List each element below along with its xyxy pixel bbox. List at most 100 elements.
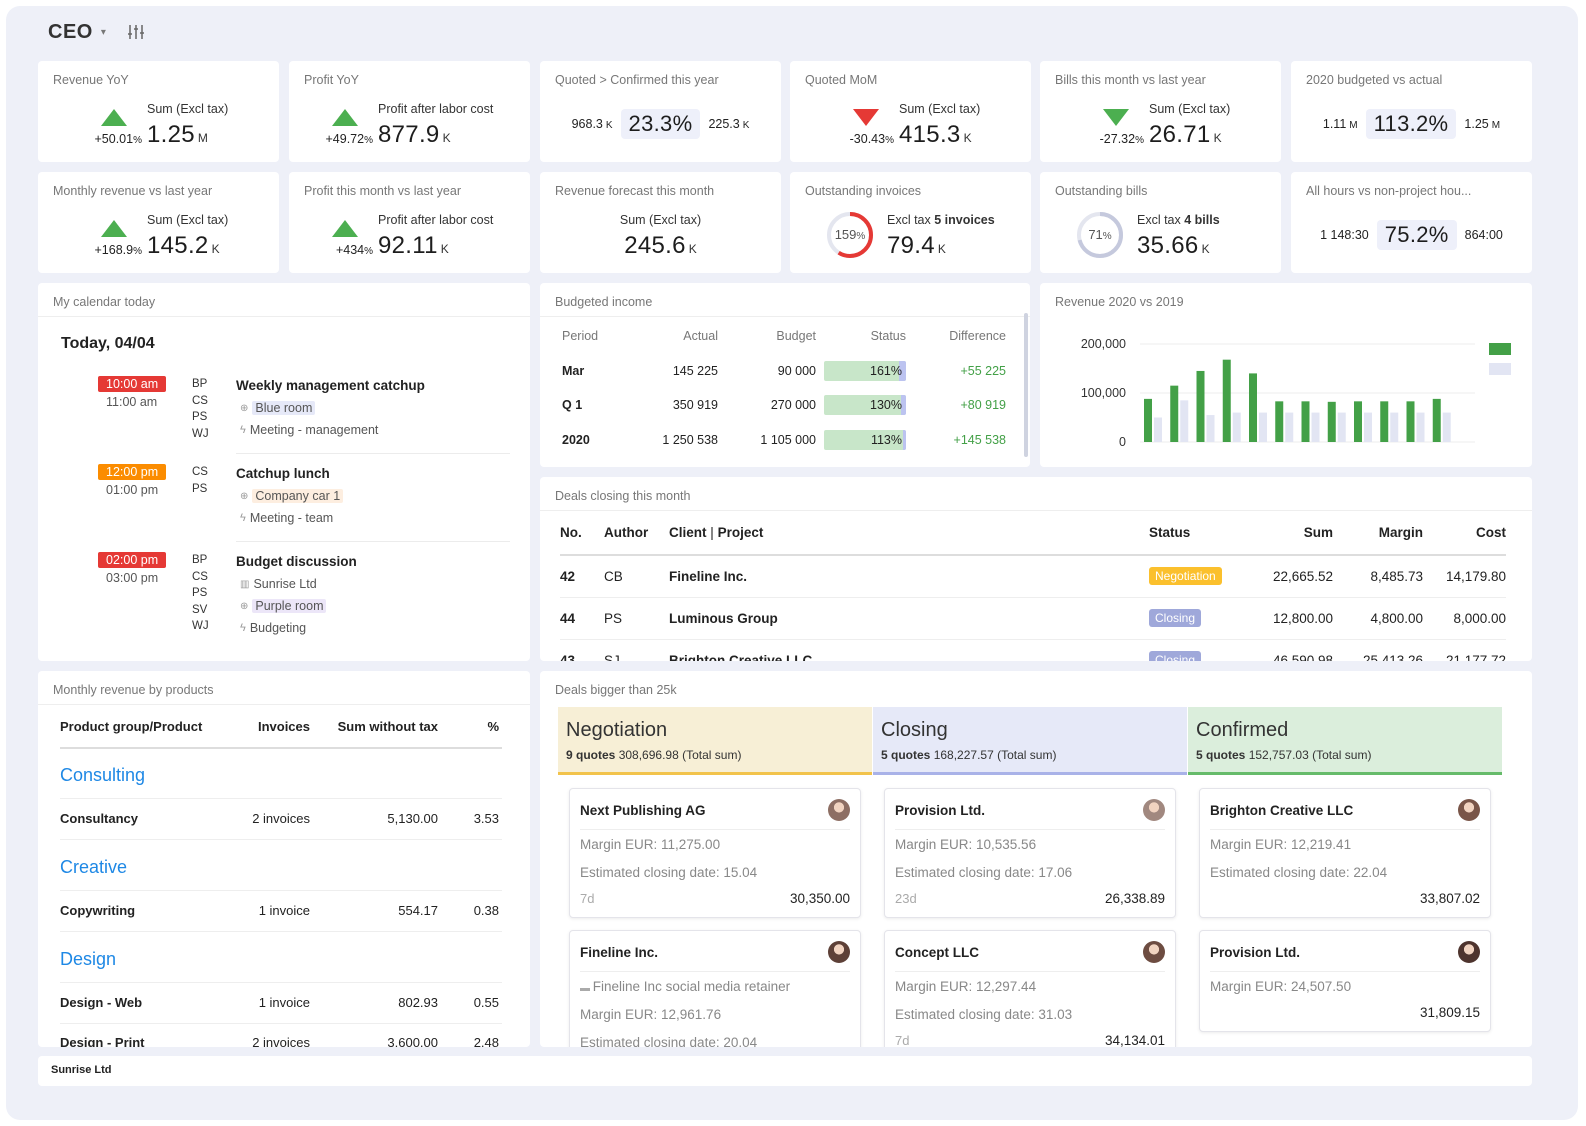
deal-closing-date: Estimated closing date: 15.04 — [580, 865, 758, 880]
deal-card[interactable]: Fineline Inc. ▬ Fineline Inc social media… — [569, 930, 861, 1047]
kpi-card[interactable]: 2020 budgeted vs actual 1.11 M 113.2% 1.25 M — [1291, 61, 1532, 162]
event-location: ⊕ Company car 1 — [240, 489, 344, 503]
deal-card[interactable]: Concept LLC Margin EUR: 12,297.44 Estimate… — [884, 930, 1176, 1047]
avatar — [1458, 941, 1480, 963]
kpi-card[interactable]: Profit YoY Profit after labor cost 877.9 K +… — [289, 61, 530, 162]
kpi-card[interactable]: Revenue forecast this month Sum (Excl tax… — [540, 172, 781, 273]
status-bar-over — [898, 360, 906, 381]
product-row[interactable]: Copywriting 1 invoice 554.17 0.38 — [60, 903, 502, 918]
deal-margin: Margin EUR: 10,535.56 — [895, 837, 1037, 852]
gauge-sign: % — [1102, 231, 1112, 242]
kpi-card[interactable]: Monthly revenue vs last year Sum (Excl ta… — [38, 172, 279, 273]
kpi-card[interactable]: All hours vs non-project hou... 1 148:30 7… — [1291, 172, 1532, 273]
divider — [895, 829, 1165, 830]
deal-card-name: Brighton Creative LLC — [1210, 803, 1354, 818]
deal-margin: Margin EUR: 11,275.00 — [580, 837, 721, 852]
kpi-change-value: -27.32 — [1099, 132, 1136, 146]
bar-2020 — [1170, 385, 1179, 442]
kpi-change-sign: % — [1135, 135, 1144, 146]
kpi-left-number: 1 148:30 — [1320, 228, 1369, 242]
table-row[interactable]: 2020 1 250 538 1 105 000 113% +145 538 — [562, 423, 1006, 458]
kpi-right-value: 864:00 — [1465, 228, 1503, 242]
product-row[interactable]: Consultancy 2 invoices 5,130.00 3.53 — [60, 811, 502, 826]
product-group[interactable]: Creative — [60, 857, 128, 877]
status-bar-over — [903, 429, 906, 450]
deal-card-name: Next Publishing AG — [580, 803, 706, 818]
product-sum: 554.17 — [398, 903, 438, 918]
chevron-down-icon[interactable]: ▾ — [100, 26, 106, 38]
column-summary: 9 quotes 308,696.98 (Total sum) — [566, 748, 864, 762]
kanban-column-confirmed[interactable]: Confirmed 5 quotes 152,757.03 (Total sum) — [1188, 707, 1502, 775]
kpi-big: 26.71 K — [1149, 121, 1222, 149]
kpi-title: Monthly revenue vs last year — [53, 184, 213, 198]
dashboard-title[interactable]: CEO — [48, 20, 93, 43]
divider — [540, 316, 1030, 317]
calendar-card: My calendar today Today, 04/04 10:00 am 1… — [38, 283, 530, 661]
kanban-column-negotiation[interactable]: Negotiation 9 quotes 308,696.98 (Total su… — [558, 707, 872, 775]
product-group[interactable]: Consulting — [60, 765, 146, 785]
event-end: 01:00 pm — [106, 483, 159, 497]
kpi-label-text: Sum (Excl tax) — [619, 213, 702, 227]
deal-value: 31,809.15 — [1419, 1005, 1480, 1020]
deal-card[interactable]: Next Publishing AG Margin EUR: 11,275.00 E… — [569, 788, 861, 918]
event-title[interactable]: Weekly management catchup — [236, 378, 425, 393]
divider — [1210, 829, 1480, 830]
divider — [580, 829, 850, 830]
difference-cell: +55 225 — [960, 363, 1006, 378]
kpi-label-text: Excl tax — [887, 213, 931, 227]
bar-2020 — [1432, 398, 1441, 442]
attendee-initials: BP — [192, 554, 208, 566]
gauge-fill — [1077, 212, 1123, 258]
tune-icon[interactable] — [126, 22, 146, 42]
bar-2020 — [1249, 373, 1257, 442]
bar-2019 — [1285, 412, 1294, 442]
kpi-card[interactable]: Revenue YoY Sum (Excl tax) 1.25 M +50.01% — [38, 61, 279, 162]
deal-card-name: Fineline Inc. — [580, 945, 659, 960]
kpi-card[interactable]: Outstanding invoices Excl tax 5 invoices 7… — [790, 172, 1031, 273]
kpi-card[interactable]: Profit this month vs last year Profit aft… — [289, 172, 530, 273]
table-row[interactable]: Q 1 350 919 270 000 130% +80 919 — [562, 388, 1006, 423]
table-row[interactable]: 42 CB Fineline Inc. Negotiation 22,665.52 8,4… — [560, 555, 1506, 598]
calendar-date: Today, 04/04 — [61, 335, 155, 352]
scrollbar[interactable] — [1024, 313, 1028, 457]
deal-card[interactable]: Brighton Creative LLC Margin EUR: 12,219.… — [1199, 788, 1491, 918]
product-row[interactable]: Design - Web 1 invoice 802.93 0.55 — [60, 995, 502, 1010]
kpi-card[interactable]: Quoted MoM Sum (Excl tax) 415.3 K -30.43% — [790, 61, 1031, 162]
kpi-card[interactable]: Quoted > Confirmed this year 968.3 K 23.3% 2… — [540, 61, 781, 162]
product-sum: 802.93 — [398, 995, 438, 1010]
kpi-card[interactable]: Outstanding bills Excl tax 4 bills 35.66 K 7… — [1040, 172, 1281, 273]
kpi-left-value: 1 148:30 — [1320, 228, 1369, 242]
table-row[interactable]: 43 SJ Brighton Creative LLC Closing 46,590.9… — [560, 639, 1506, 661]
event-title[interactable]: Catchup lunch — [236, 466, 330, 481]
status-bar: 130% — [824, 395, 906, 416]
kpi-big: 79.4 K — [887, 232, 946, 260]
status-bar-over — [900, 395, 906, 416]
col-difference: Difference — [949, 329, 1006, 344]
bolt-icon: ϟ — [240, 512, 246, 524]
total-sum: 152,757.03 — [1248, 748, 1309, 762]
deal-card[interactable]: Provision Ltd. Margin EUR: 24,507.50 31,80… — [1199, 930, 1491, 1032]
deal-margin: Margin EUR: 12,297.44 — [895, 979, 1037, 994]
bolt-icon: ϟ — [240, 622, 246, 634]
kpi-unit: K — [440, 242, 449, 256]
table-row[interactable]: Mar 145 225 90 000 161% +55 225 — [562, 354, 1006, 389]
kpi-card[interactable]: Bills this month vs last year Sum (Excl t… — [1040, 61, 1281, 162]
kpi-change-sign: % — [364, 135, 373, 146]
kpi-change: +50.01% — [95, 132, 143, 146]
attendee-initials: WJ — [192, 427, 209, 440]
kanban-column-closing[interactable]: Closing 5 quotes 168,227.57 (Total sum) — [873, 707, 1187, 775]
kpi-unit: K — [211, 242, 220, 256]
bar-2020 — [1275, 401, 1284, 442]
card-title: Deals bigger than 25k — [555, 683, 677, 697]
kpi-change-value: +50.01 — [94, 132, 134, 146]
event-title[interactable]: Budget discussion — [236, 554, 357, 569]
table-row[interactable]: 44 PS Luminous Group Closing 12,800.00 4,800.… — [560, 597, 1506, 640]
products-table: Product group/Product Invoices Sum without… — [60, 705, 502, 1047]
deal-days: 7d — [580, 891, 595, 906]
product-group[interactable]: Design — [60, 949, 117, 969]
product-row[interactable]: Design - Print 2 invoices 3,600.00 2.48 — [60, 1035, 502, 1047]
deal-card[interactable]: Provision Ltd. Margin EUR: 10,535.56 Estim… — [884, 788, 1176, 918]
budgeted-income-card: Budgeted income Period Actual Budget Sta… — [540, 283, 1030, 467]
kpi-change: +49.72% — [326, 132, 374, 146]
kpi-left-value: 1.11 M — [1323, 117, 1358, 131]
